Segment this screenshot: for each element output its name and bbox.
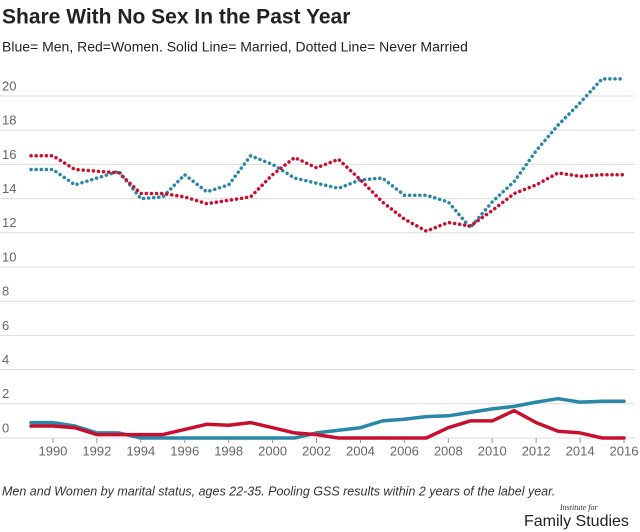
x-tick-label: 1998	[214, 443, 243, 458]
x-tick-label: 2002	[302, 443, 331, 458]
logo-big: Family Studies	[524, 513, 629, 530]
line	[29, 408, 626, 440]
y-tick-label: 8	[2, 284, 9, 299]
line	[29, 154, 626, 233]
x-tick-label: 2006	[390, 443, 419, 458]
line	[29, 396, 626, 440]
y-tick-label: 4	[2, 352, 9, 367]
x-tick-label: 2004	[346, 443, 375, 458]
line	[29, 77, 626, 230]
y-tick-label: 14	[2, 181, 16, 196]
x-tick-label: 2008	[434, 443, 463, 458]
x-tick-label: 2016	[610, 443, 639, 458]
chart-title: Share With No Sex In the Past Year	[2, 6, 350, 29]
y-tick-label: 18	[2, 113, 16, 128]
y-tick-label: 12	[2, 215, 16, 230]
chart-subtitle: Blue= Men, Red=Women. Solid Line= Marrie…	[2, 39, 468, 55]
x-tick-label: 2012	[522, 443, 551, 458]
logo-small: Institute for	[559, 503, 598, 512]
x-tick-label: 1992	[82, 443, 111, 458]
y-tick-label: 10	[2, 249, 16, 264]
note: Men and Women by marital status, ages 22…	[2, 484, 555, 498]
y-tick-label: 6	[2, 318, 9, 333]
y-tick-label: 20	[2, 78, 16, 93]
y-tick-label: 2	[2, 386, 9, 401]
x-tick-label: 1990	[38, 443, 67, 458]
x-tick-label: 1996	[170, 443, 199, 458]
y-tick-label: 16	[2, 147, 16, 162]
x-tick-label: 2014	[566, 443, 595, 458]
x-tick-label: 2010	[478, 443, 507, 458]
y-tick-label: 0	[2, 420, 9, 435]
x-tick-label: 2000	[258, 443, 287, 458]
x-tick-label: 1994	[126, 443, 155, 458]
